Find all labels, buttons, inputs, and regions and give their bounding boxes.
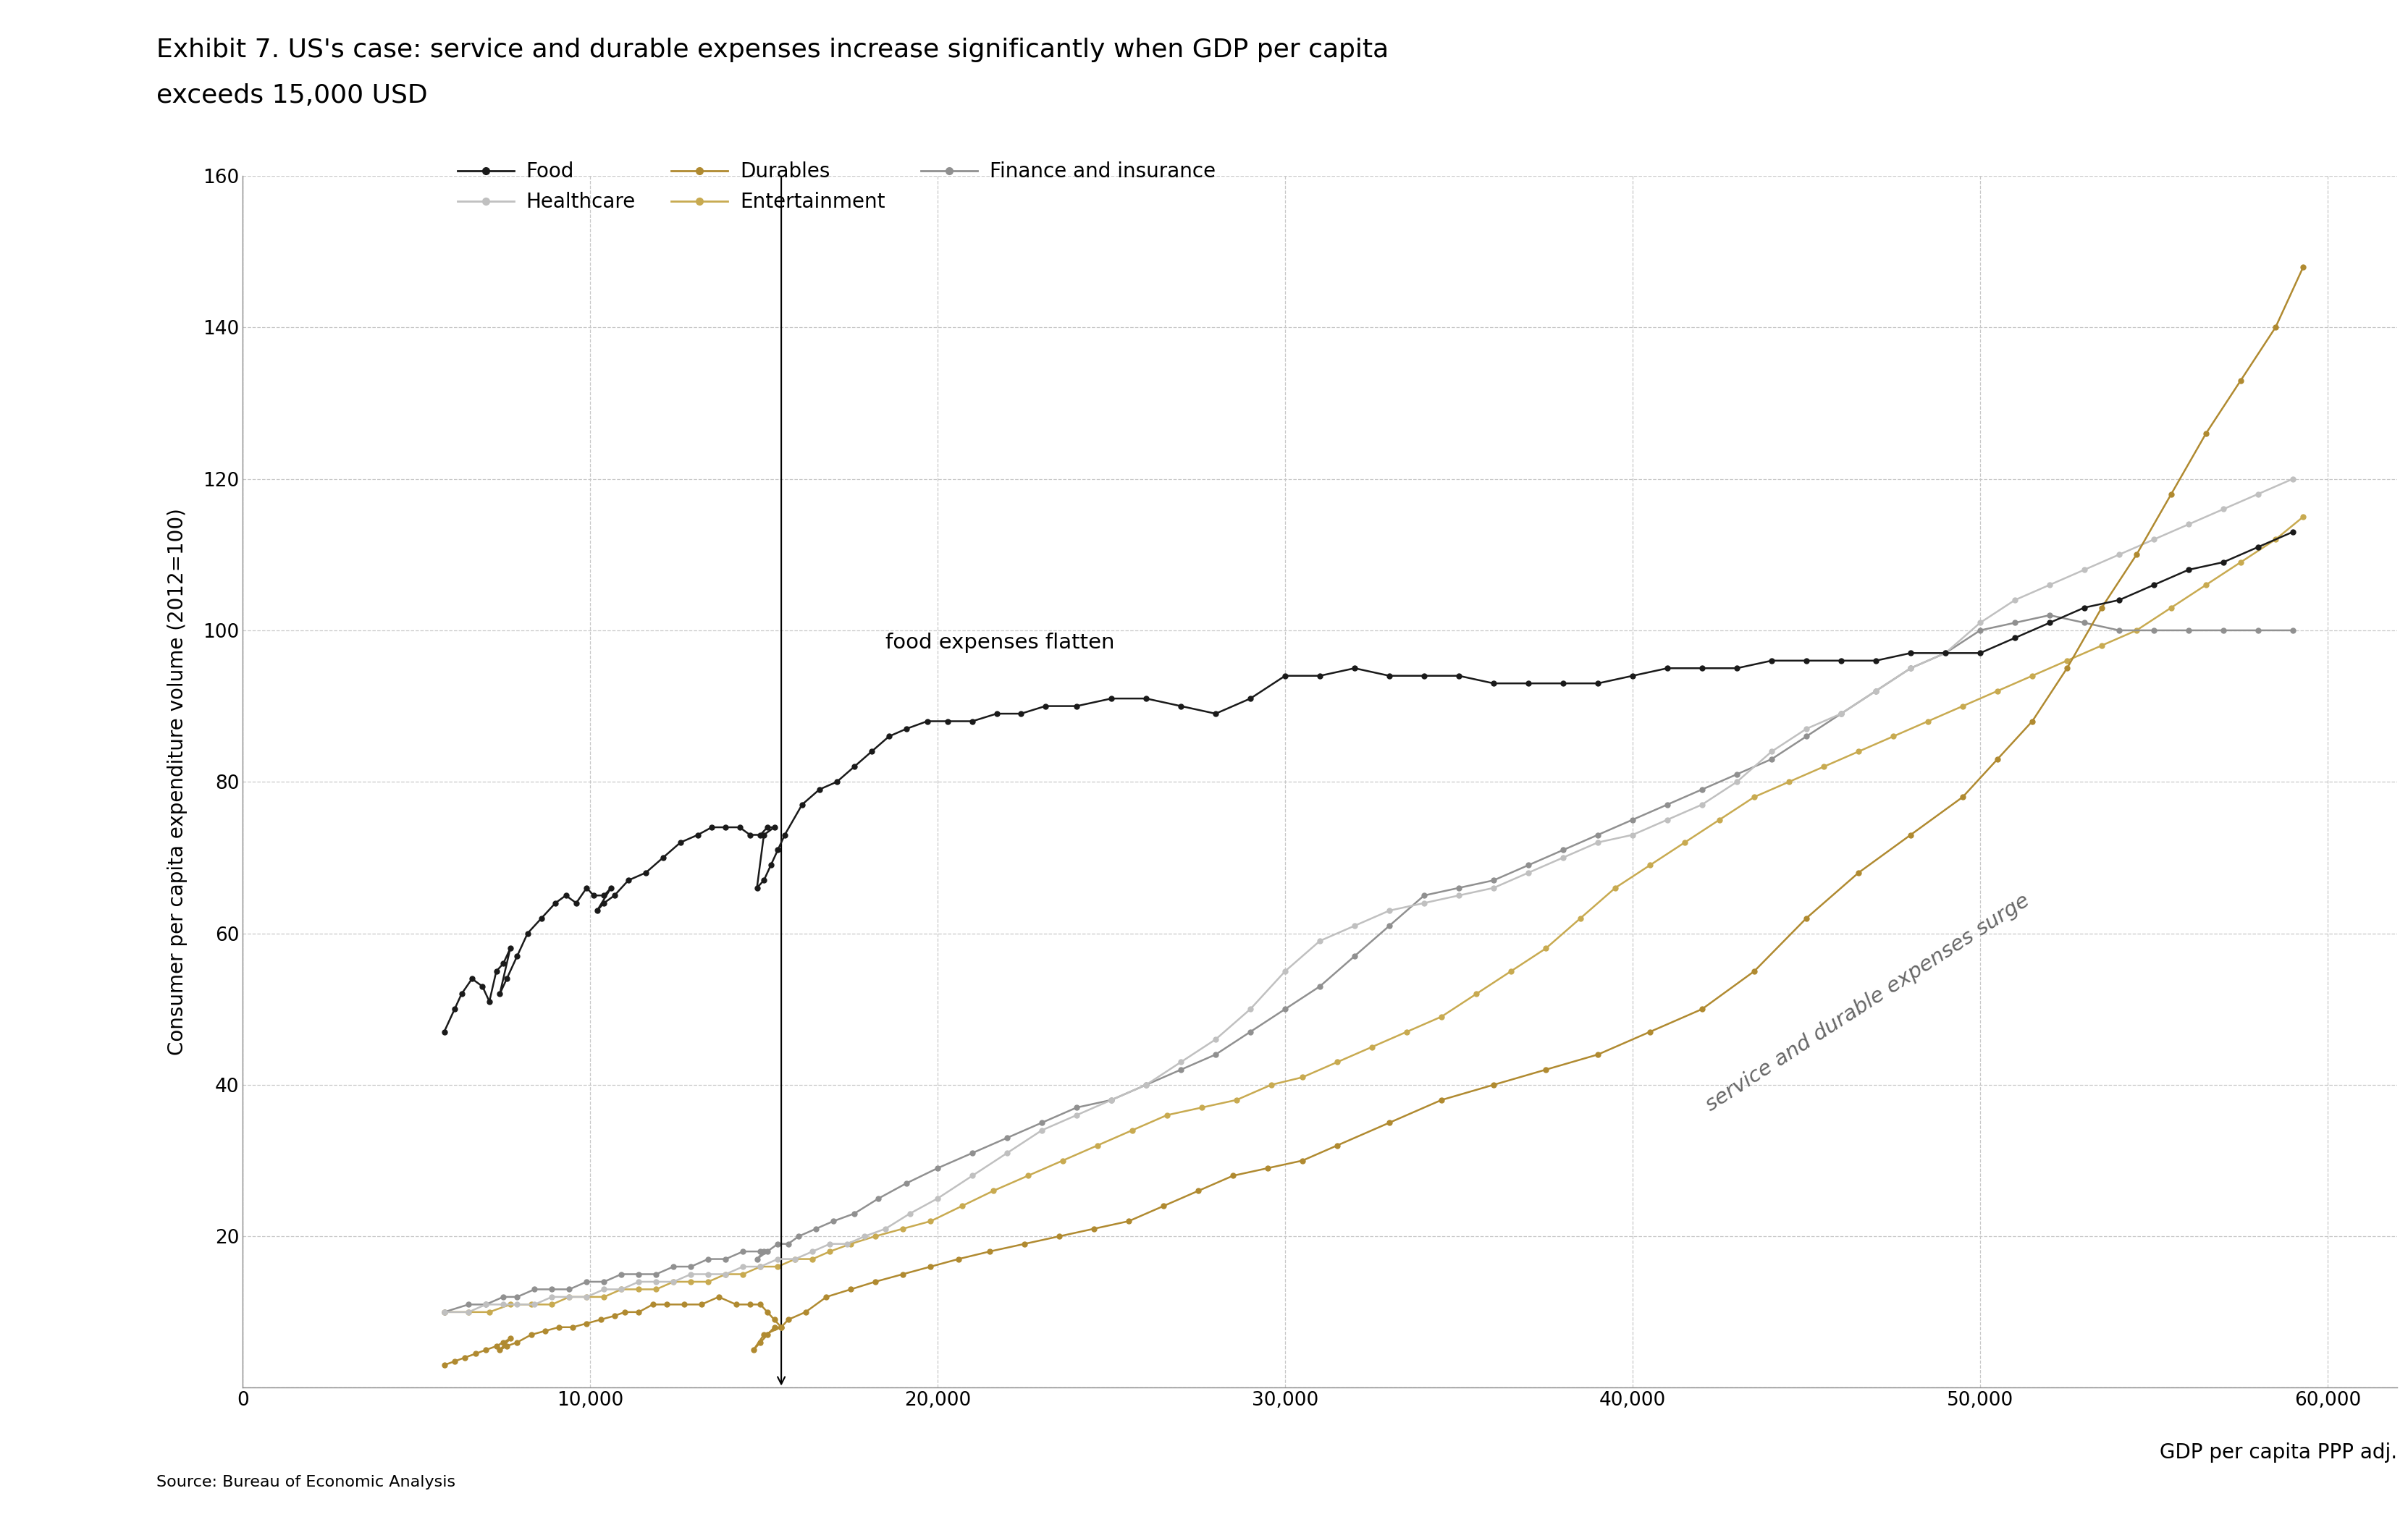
Food <box>583 901 612 919</box>
Text: food expenses flatten: food expenses flatten <box>886 633 1115 652</box>
Entertainment <box>1808 757 1837 775</box>
Food <box>503 947 532 965</box>
Text: GDP per capita PPP adj.: GDP per capita PPP adj. <box>2160 1443 2396 1462</box>
Food <box>2208 554 2237 572</box>
Durables <box>811 1288 840 1306</box>
Line: Entertainment: Entertainment <box>441 514 2307 1315</box>
Healthcare <box>1028 1121 1057 1139</box>
Healthcare <box>2138 531 2167 549</box>
Finance and insurance <box>754 1242 783 1261</box>
Entertainment <box>1014 1167 1043 1185</box>
Durables <box>2290 258 2319 276</box>
Finance and insurance <box>2278 622 2307 640</box>
Food <box>600 886 628 904</box>
Text: exceeds 15,000 USD: exceeds 15,000 USD <box>157 83 429 108</box>
Durables <box>746 1333 775 1352</box>
Finance and insurance <box>710 1250 739 1268</box>
Finance and insurance <box>590 1273 619 1291</box>
Healthcare <box>1722 772 1751 790</box>
Healthcare <box>2278 470 2307 488</box>
Food <box>429 1022 458 1041</box>
Durables <box>1322 1136 1351 1154</box>
Finance and insurance <box>2035 607 2064 625</box>
Line: Healthcare: Healthcare <box>441 476 2295 1315</box>
Food <box>2278 523 2307 542</box>
Finance and insurance <box>429 1303 458 1321</box>
Line: Finance and insurance: Finance and insurance <box>441 613 2295 1315</box>
Finance and insurance <box>1895 658 1924 677</box>
Line: Durables: Durables <box>441 264 2307 1368</box>
Entertainment <box>730 1265 759 1283</box>
Entertainment <box>2290 508 2319 526</box>
Entertainment <box>429 1303 458 1321</box>
Healthcare <box>607 1280 636 1299</box>
Finance and insurance <box>1931 643 1960 661</box>
Entertainment <box>797 1250 826 1268</box>
Line: Food: Food <box>441 529 2295 1035</box>
Durables <box>429 1356 458 1374</box>
Healthcare <box>922 1189 951 1208</box>
Healthcare <box>429 1303 458 1321</box>
Text: service and durable expenses surge: service and durable expenses surge <box>1702 890 2032 1115</box>
Finance and insurance <box>1202 1045 1230 1063</box>
Durables <box>482 1336 510 1355</box>
Food <box>2174 561 2203 579</box>
Entertainment <box>2121 622 2150 640</box>
Durables <box>544 1318 573 1336</box>
Food <box>1792 651 1820 669</box>
Entertainment <box>624 1280 653 1299</box>
Durables <box>722 1296 751 1314</box>
Y-axis label: Consumer per capita expenditure volume (2012=100): Consumer per capita expenditure volume (… <box>169 508 188 1056</box>
Text: Exhibit 7. US's case: service and durable expenses increase significantly when G: Exhibit 7. US's case: service and durabl… <box>157 38 1389 62</box>
Healthcare <box>694 1265 722 1283</box>
Text: Source: Bureau of Economic Analysis: Source: Bureau of Economic Analysis <box>157 1475 455 1490</box>
Legend: Food, Healthcare, Durables, Entertainment, Finance and insurance: Food, Healthcare, Durables, Entertainmen… <box>458 162 1216 212</box>
